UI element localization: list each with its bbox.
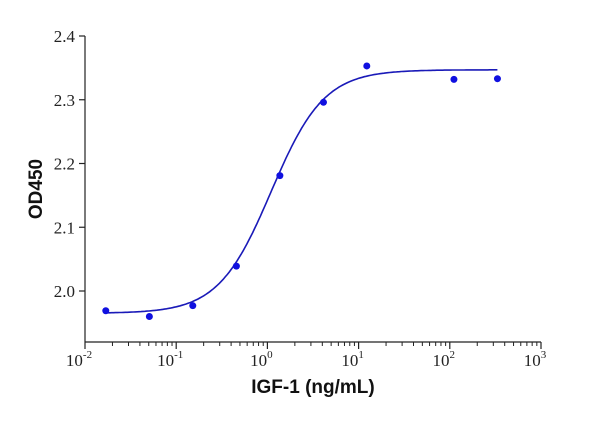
x-tick-label: 102: [433, 349, 456, 370]
data-point: [102, 307, 110, 315]
y-tick-label: 2.0: [54, 282, 75, 301]
data-point: [363, 62, 371, 70]
x-tick-label: 100: [250, 349, 273, 370]
x-axis-label: IGF-1 (ng/mL): [251, 377, 374, 398]
x-tick-label: 10-1: [157, 349, 183, 370]
fit-curve: [105, 69, 498, 314]
y-tick-label: 2.4: [54, 27, 76, 46]
y-axis-label: OD450: [26, 159, 47, 219]
y-tick-label: 2.3: [54, 91, 75, 110]
data-point: [493, 75, 501, 83]
x-tick-label: 101: [341, 349, 364, 370]
data-point: [232, 262, 240, 270]
y-tick-label: 2.2: [54, 155, 75, 174]
y-tick-label: 2.1: [54, 218, 75, 237]
data-point: [145, 313, 153, 320]
data-point: [189, 302, 197, 310]
data-point: [276, 172, 284, 180]
x-tick-label: 103: [524, 349, 547, 370]
data-points: [102, 62, 501, 320]
x-tick-label: 10-2: [66, 349, 92, 370]
axes: 2.0 2.1 2.2 2.3 2.4 10-2 10-1 100 101 102 103: [54, 27, 547, 370]
fit-curve-group: [105, 69, 498, 314]
data-point: [450, 75, 458, 83]
data-point: [319, 98, 327, 106]
